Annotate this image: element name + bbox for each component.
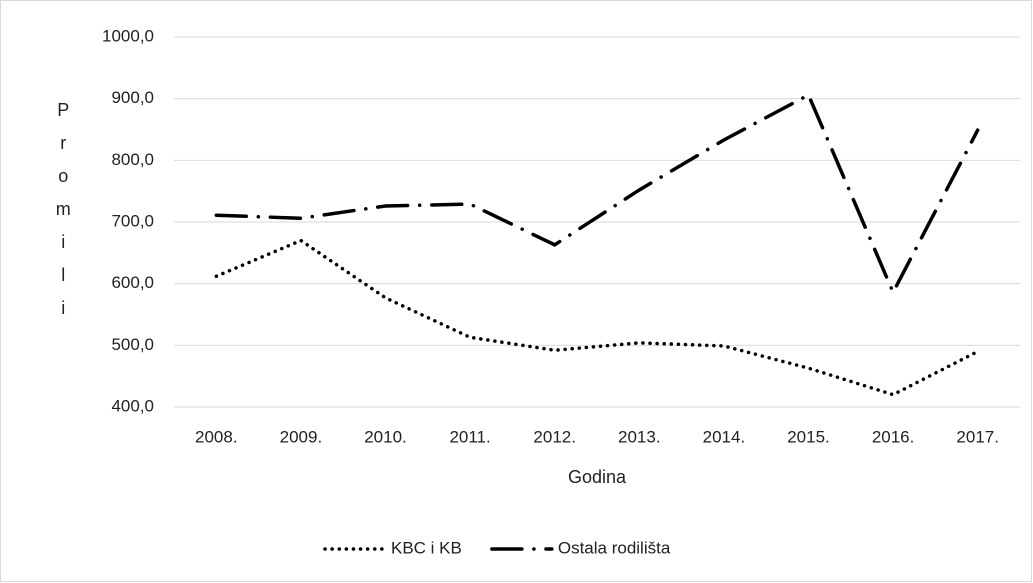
data-line [214,92,980,297]
x-tick-label: 2015. [787,427,830,446]
x-tick-label: 2008. [195,427,238,446]
data-line [214,238,980,397]
x-tick-label: 2011. [449,427,490,446]
y-tick-label: 1000,0 [102,26,154,45]
x-tick-label: 2013. [618,427,661,446]
legend-label: Ostala rodilišta [558,538,671,557]
legend-label: KBC i KB [391,538,462,557]
y-tick-label: 600,0 [111,273,154,292]
y-tick-label: 700,0 [111,211,154,230]
y-tick-label: 400,0 [111,396,154,415]
y-axis-label: Promili [53,100,73,331]
x-tick-label: 2009. [280,427,323,446]
x-tick-label: 2014. [703,427,746,446]
x-tick-label: 2016. [872,427,915,446]
y-tick-label: 500,0 [111,335,154,354]
y-tick-label: 800,0 [111,150,154,169]
x-axis-label: Godina [568,467,627,487]
x-tick-label: 2010. [364,427,407,446]
y-tick-label: 900,0 [111,88,154,107]
x-tick-label: 2017. [956,427,999,446]
x-tick-label: 2012. [533,427,576,446]
